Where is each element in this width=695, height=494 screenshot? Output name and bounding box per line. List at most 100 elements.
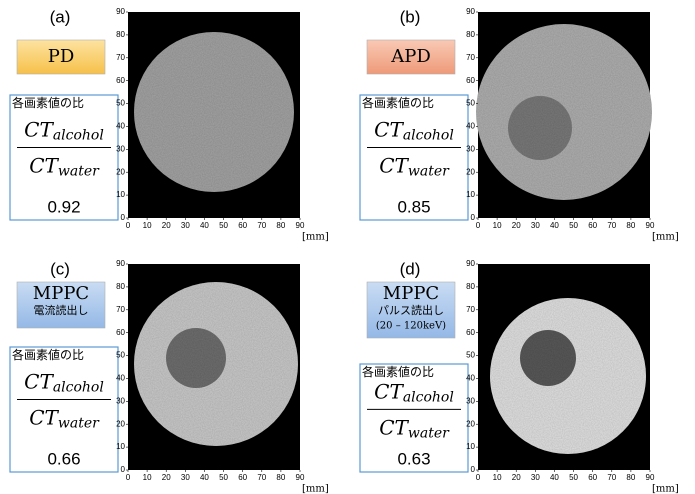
panel: (c)MPPC電流読出し各画素値の比CTalcoholCTwater0.6600… (10, 259, 329, 494)
alcohol-insert (508, 96, 572, 160)
fraction-sub: water (408, 425, 450, 441)
fraction-base: CT (24, 117, 54, 141)
x-tick-label: 50 (219, 473, 228, 482)
ratio-caption: 各画素値の比 (12, 95, 84, 110)
panel-label: (b) (400, 7, 421, 26)
fraction-base: CT (374, 117, 404, 141)
fraction-base: CT (374, 379, 404, 403)
y-tick-label: 20 (116, 167, 125, 176)
y-tick-label: 40 (466, 122, 475, 131)
x-tick-label: 60 (238, 473, 247, 482)
method-label: 電流読出し (34, 303, 89, 317)
y-tick-label: 10 (116, 190, 125, 199)
x-tick-label: 90 (296, 473, 305, 482)
x-tick-label: 70 (257, 221, 266, 230)
axis-unit: [mm] (652, 484, 679, 494)
y-tick-label: 90 (116, 7, 125, 16)
y-tick-label: 50 (116, 99, 125, 108)
x-tick-label: 20 (512, 221, 521, 230)
y-tick-label: 10 (466, 190, 475, 199)
method-label: (20 – 120keV) (376, 321, 446, 332)
y-tick-label: 30 (116, 144, 125, 153)
y-tick-label: 90 (466, 7, 475, 16)
x-tick-label: 20 (162, 473, 171, 482)
x-tick-label: 90 (296, 221, 305, 230)
x-tick-label: 20 (512, 473, 521, 482)
y-tick-label: 70 (466, 53, 475, 62)
y-tick-label: 50 (116, 351, 125, 360)
x-tick-label: 10 (143, 473, 152, 482)
x-tick-label: 80 (276, 473, 285, 482)
fraction-sub: alcohol (403, 389, 454, 405)
y-tick-label: 40 (116, 122, 125, 131)
x-tick-label: 20 (162, 221, 171, 230)
y-tick-label: 80 (466, 282, 475, 291)
ct-image (134, 32, 294, 192)
y-tick-label: 70 (116, 53, 125, 62)
y-tick-label: 60 (466, 328, 475, 337)
fraction-sub: alcohol (53, 128, 104, 144)
y-tick-label: 50 (466, 99, 475, 108)
ratio-caption: 各画素値の比 (362, 364, 434, 379)
x-tick-label: 50 (569, 473, 578, 482)
y-tick-label: 80 (116, 30, 125, 39)
figure: (a)PD各画素値の比CTalcoholCTwater0.92001010202… (0, 0, 695, 494)
fraction-base: CT (29, 405, 59, 429)
y-tick-label: 40 (116, 374, 125, 383)
method-label: PD (48, 46, 75, 67)
x-tick-label: 70 (607, 221, 616, 230)
alcohol-insert (166, 328, 226, 388)
x-tick-label: 0 (476, 473, 481, 482)
y-tick-label: 30 (116, 396, 125, 405)
x-tick-label: 60 (238, 221, 247, 230)
ratio-value: 0.85 (397, 197, 430, 216)
x-tick-label: 90 (646, 473, 655, 482)
y-tick-label: 80 (466, 30, 475, 39)
x-tick-label: 80 (626, 473, 635, 482)
ct-image (490, 298, 646, 454)
y-tick-label: 20 (466, 419, 475, 428)
axis-unit: [mm] (652, 232, 679, 243)
fraction-sub: water (408, 164, 450, 180)
method-label: MPPC (383, 283, 439, 304)
ratio-caption: 各画素値の比 (362, 95, 434, 110)
fraction-base: CT (379, 153, 409, 177)
phantom (134, 32, 294, 192)
fraction-sub: water (58, 416, 100, 432)
y-tick-label: 40 (466, 374, 475, 383)
x-tick-label: 30 (181, 221, 190, 230)
x-tick-label: 70 (607, 473, 616, 482)
x-tick-label: 50 (569, 221, 578, 230)
y-tick-label: 50 (466, 351, 475, 360)
y-tick-label: 20 (116, 419, 125, 428)
method-label: APD (390, 46, 431, 67)
y-tick-label: 60 (116, 328, 125, 337)
x-tick-label: 70 (257, 473, 266, 482)
fraction-sub: alcohol (403, 128, 454, 144)
y-tick-label: 90 (466, 259, 475, 268)
x-tick-label: 60 (588, 221, 597, 230)
x-tick-label: 0 (476, 221, 481, 230)
y-tick-label: 10 (116, 442, 125, 451)
panel-label: (d) (400, 259, 421, 278)
x-tick-label: 10 (143, 221, 152, 230)
axis-unit: [mm] (302, 484, 329, 494)
x-tick-label: 10 (493, 221, 502, 230)
x-tick-label: 50 (219, 221, 228, 230)
x-tick-label: 40 (550, 473, 559, 482)
x-tick-label: 0 (126, 473, 131, 482)
x-tick-label: 40 (550, 221, 559, 230)
y-tick-label: 90 (116, 259, 125, 268)
x-tick-label: 40 (200, 221, 209, 230)
fraction-base: CT (29, 153, 59, 177)
alcohol-insert (520, 330, 576, 386)
x-tick-label: 90 (646, 221, 655, 230)
y-tick-label: 80 (116, 282, 125, 291)
x-tick-label: 30 (181, 473, 190, 482)
panel-label: (a) (50, 7, 71, 26)
x-tick-label: 60 (588, 473, 597, 482)
ratio-caption: 各画素値の比 (12, 347, 84, 362)
panel-label: (c) (50, 259, 70, 278)
x-tick-label: 40 (200, 473, 209, 482)
y-tick-label: 30 (466, 396, 475, 405)
